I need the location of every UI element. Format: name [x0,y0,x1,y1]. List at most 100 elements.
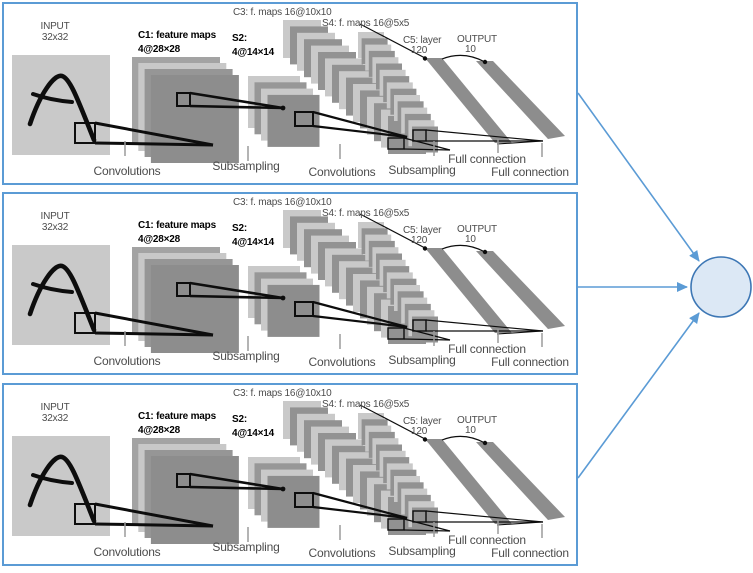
c1-label-line1: C1: feature maps [138,411,217,422]
receptive-field-fans [74,472,544,532]
output-label-line1: OUTPUT [457,224,497,235]
s2-label-line1: S2: [232,223,247,234]
lenet-box-3: INPUT 32x32 C1: feature maps 4@28×28 S2:… [2,383,578,566]
feature-map [150,75,239,163]
s4-feature-map-stack [358,32,438,153]
receptive-field-c1 [176,282,191,297]
input-glyph-a-bar [31,282,74,294]
merge-node-circle [690,256,752,318]
step-label-convolutions-1: Convolutions [94,545,161,559]
c1-label-line1: C1: feature maps [138,220,217,231]
s2-feature-map-stack [248,266,320,337]
s2-label-line2: 4@14×14 [232,237,275,248]
feature-map [267,475,320,528]
step-label-full-connection-2: Full connection [491,165,569,179]
receptive-field-s4 [412,319,427,332]
input-glyph-a-arch [27,73,97,143]
receptive-field-s2 [294,301,314,317]
lenet-box-1: INPUT 32x32 C1: feature maps 4@28×28 S2:… [2,2,578,185]
s2-feature-map-stack [248,457,320,528]
lenet-figure: INPUT 32x32 C1: feature maps 4@28×28 S2:… [12,197,569,369]
receptive-field-s2 [294,492,314,508]
c5-label-line2: 120 [411,45,428,56]
receptive-field-c3 [387,327,405,340]
c3-label: C3: f. maps 16@10x10 [233,388,332,399]
receptive-field-c3 [387,518,405,531]
stage-ticks [124,139,543,161]
c1-label-line1: C1: feature maps [138,30,217,41]
c5-label-line1: C5: layer [403,416,442,427]
output-label-line2: 10 [465,234,476,245]
step-label-full-connection-1: Full connection [448,533,526,547]
s4-feature-map-stack [358,222,438,343]
s4-label: S4: f. maps 16@5x5 [322,18,410,29]
feature-map [267,94,320,147]
receptive-field-s4 [412,129,427,142]
step-label-convolutions-2: Convolutions [309,546,376,560]
c5-layer-band [425,248,512,333]
receptive-field-c3 [387,137,405,150]
s2-label-line2: 4@14×14 [232,428,275,439]
step-label-full-connection-2: Full connection [491,355,569,369]
step-label-full-connection-1: Full connection [448,152,526,166]
receptive-field-s4 [412,510,427,523]
receptive-field-fans [74,91,544,151]
lenet-figure: INPUT 32x32 C1: feature maps 4@28×28 S2:… [12,388,569,560]
output-layer-band [476,442,565,520]
c5-label-line2: 120 [411,235,428,246]
c1-label-line2: 4@28×28 [138,234,181,245]
step-label-subsampling-2: Subsampling [388,353,455,367]
input-glyph-a-arch [27,263,97,333]
s2-label-line1: S2: [232,414,247,425]
feature-map [150,265,239,353]
input-label-line2: 32x32 [42,413,69,424]
connector-arrow-bottom [577,312,700,479]
step-label-subsampling-1: Subsampling [212,159,279,173]
step-label-convolutions-1: Convolutions [94,354,161,368]
lenet-figure: INPUT 32x32 C1: feature maps 4@28×28 S2:… [12,7,569,179]
input-label-line2: 32x32 [42,222,69,233]
output-label-line1: OUTPUT [457,34,497,45]
c1-label-line2: 4@28×28 [138,425,181,436]
stage-ticks [124,520,543,542]
c1-feature-map-stack [132,57,239,163]
c1-feature-map-stack [132,247,239,353]
c3-label: C3: f. maps 16@10x10 [233,7,332,18]
output-label-line2: 10 [465,44,476,55]
c5-label-line2: 120 [411,426,428,437]
lenet-box-2: INPUT 32x32 C1: feature maps 4@28×28 S2:… [2,192,578,375]
input-glyph-a-arch [27,454,97,524]
c5-layer-band [425,439,512,524]
receptive-field-input [74,122,96,144]
receptive-field-fans [74,281,544,341]
input-glyph-a-bar [31,92,74,104]
receptive-field-c1 [176,473,191,488]
output-layer-band [476,61,565,139]
c5-layer-band [425,58,512,143]
step-label-subsampling-2: Subsampling [388,544,455,558]
stage-ticks [124,329,543,351]
full-connection-links [359,23,544,145]
full-connection-links [359,213,544,335]
receptive-field-c1 [176,92,191,107]
s4-label: S4: f. maps 16@5x5 [322,208,410,219]
c1-feature-map-stack [132,438,239,544]
step-label-convolutions-2: Convolutions [309,165,376,179]
input-glyph-a-bar [31,473,74,485]
step-label-subsampling-1: Subsampling [212,540,279,554]
step-label-subsampling-2: Subsampling [388,163,455,177]
receptive-field-input [74,503,96,525]
receptive-field-s2 [294,111,314,127]
feature-map [267,284,320,337]
full-connection-links [359,404,544,526]
s2-label-line1: S2: [232,33,247,44]
step-label-subsampling-1: Subsampling [212,349,279,363]
step-label-convolutions-2: Convolutions [309,355,376,369]
output-layer-band [476,251,565,329]
connector-arrow-top [577,92,700,262]
input-label-line1: INPUT [40,402,69,413]
s4-label: S4: f. maps 16@5x5 [322,399,410,410]
feature-map [150,456,239,544]
c1-label-line2: 4@28×28 [138,44,181,55]
